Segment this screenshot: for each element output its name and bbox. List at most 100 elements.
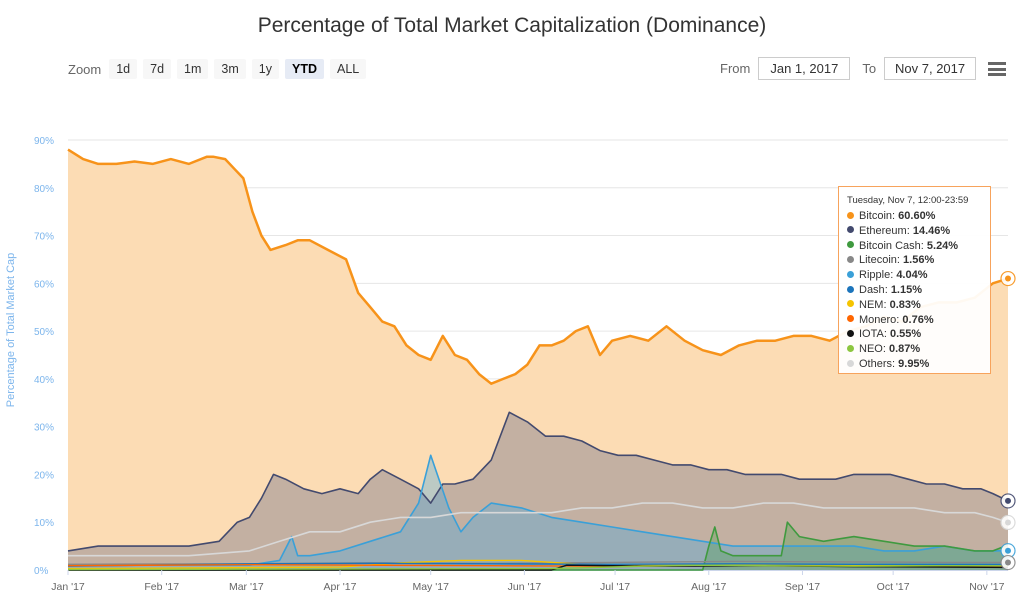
- tooltip-series-name: IOTA: [859, 328, 884, 341]
- legend-dot-icon: [847, 285, 854, 293]
- x-tick-label: Apr '17: [324, 581, 357, 593]
- end-marker-dot: [1005, 559, 1011, 566]
- tooltip-series-value: 14.46%: [912, 224, 951, 237]
- line-ethereum: [67, 411, 1009, 552]
- range-selector: From Jan 1, 2017 To Nov 7, 2017: [720, 57, 977, 80]
- legend-dot-icon: [847, 255, 854, 263]
- x-tick-label: Oct '17: [877, 581, 910, 593]
- legend-dot-icon: [847, 344, 854, 352]
- end-marker-dot: [1005, 275, 1011, 282]
- zoom-1y-button[interactable]: 1y: [251, 59, 279, 79]
- tooltip-series-value: 0.83%: [889, 298, 921, 311]
- tooltip-row: NEO: 0.87%: [847, 343, 982, 358]
- tooltip-series-value: 1.15%: [890, 283, 923, 296]
- area-ripple: [68, 455, 1008, 570]
- tooltip-series-name: Others: [859, 357, 893, 370]
- x-tick-label: Nov '17: [969, 581, 1004, 593]
- tooltip-series-value: 9.95%: [898, 357, 930, 370]
- legend-dot-icon: [847, 270, 854, 278]
- tooltip-row: Bitcoin: 60.60%: [847, 210, 982, 225]
- tooltip-row: Litecoin: 1.56%: [847, 254, 982, 269]
- end-marker-dot: [1005, 547, 1011, 554]
- line-dash: [67, 562, 1009, 567]
- series-areas: [68, 149, 1008, 570]
- tooltip-series-value: 1.56%: [903, 254, 935, 267]
- y-tick-label: 80%: [34, 184, 54, 195]
- y-tick-label: 30%: [34, 423, 54, 434]
- x-tick-label: Sep '17: [785, 581, 820, 593]
- y-tick-label: 10%: [34, 518, 54, 529]
- tooltip-series-value: 60.60%: [898, 210, 936, 222]
- zoom-ytd-button[interactable]: YTD: [285, 59, 324, 79]
- legend-dot-icon: [847, 241, 854, 249]
- tooltip-row: IOTA: 0.55%: [847, 328, 982, 343]
- y-tick-label: 90%: [34, 136, 54, 147]
- x-tick-label: Aug '17: [691, 581, 726, 593]
- from-date-input[interactable]: Jan 1, 2017: [758, 57, 851, 80]
- y-tick-label: 40%: [34, 375, 54, 386]
- area-ethereum: [68, 412, 1008, 570]
- tooltip-series-name: Monero: [859, 313, 897, 326]
- x-tick-label: Jun '17: [508, 581, 542, 593]
- y-tick-labels: 0% 10% 20% 30% 40% 50% 60% 70% 80% 90%: [34, 136, 54, 577]
- tooltip-series-value: 4.04%: [896, 269, 928, 282]
- tooltip-series-name: Bitcoin: [859, 210, 893, 222]
- tooltip-header: Tuesday, Nov 7, 12:00-23:59: [847, 195, 969, 206]
- legend-dot-icon: [847, 315, 854, 323]
- tooltip-series-value: 0.55%: [889, 328, 922, 341]
- zoom-all-button[interactable]: ALL: [330, 59, 367, 79]
- end-marker-dot: [1005, 497, 1011, 504]
- to-date-input[interactable]: Nov 7, 2017: [884, 57, 977, 80]
- tooltip-series-name: Dash: [859, 283, 885, 296]
- tooltip-series-name: Ripple: [859, 269, 891, 282]
- zoom-bar: Zoom 1d 7d 1m 3m 1y YTD ALL: [68, 58, 367, 80]
- y-tick-label: 50%: [34, 327, 54, 338]
- tooltip-series-name: NEO: [859, 343, 883, 356]
- tooltip-row: Ethereum: 14.46%: [847, 225, 982, 240]
- y-tick-label: 20%: [34, 470, 54, 481]
- legend-dot-icon: [847, 211, 854, 219]
- line-neo: [67, 564, 1009, 571]
- x-tick-label: Jul '17: [600, 581, 630, 593]
- tooltip-row: Others: 9.95%: [847, 358, 982, 373]
- zoom-1m-button[interactable]: 1m: [177, 59, 209, 79]
- end-markers: [1000, 270, 1016, 571]
- zoom-1d-button[interactable]: 1d: [109, 59, 138, 79]
- tooltip-series-name: Bitcoin Cash: [859, 239, 921, 252]
- tooltip-series-value: 5.24%: [926, 239, 959, 252]
- y-tick-label: 70%: [34, 232, 54, 243]
- line-others: [68, 502, 1009, 557]
- tooltip-row: Ripple: 4.04%: [847, 269, 982, 284]
- y-axis-label: Percentage of Total Market Cap: [5, 253, 17, 408]
- chart-title: Percentage of Total Market Capitalizatio…: [257, 14, 767, 37]
- tooltip-row: Monero: 0.76%: [847, 314, 982, 329]
- tooltip-row: Bitcoin Cash: 5.24%: [847, 240, 982, 255]
- legend-dot-icon: [847, 226, 854, 234]
- legend-dot-icon: [847, 329, 854, 337]
- x-tick-labels: Jan '17 Feb '17 Mar '17 Apr '17 May '17 Jun '…: [51, 570, 1005, 593]
- x-tick-label: Feb '17: [144, 581, 179, 593]
- area-bitcoin: [68, 149, 1008, 570]
- menu-icon[interactable]: [988, 62, 1006, 76]
- x-tick-label: Jan '17: [51, 581, 85, 593]
- zoom-7d-button[interactable]: 7d: [143, 59, 172, 79]
- zoom-3m-button[interactable]: 3m: [214, 59, 246, 79]
- tooltip-row: Dash: 1.15%: [847, 284, 982, 299]
- line-bitcoin: [67, 148, 1009, 385]
- tooltip: Tuesday, Nov 7, 12:00-23:59 Bitcoin: 60.…: [838, 186, 991, 374]
- zoom-label: Zoom: [68, 61, 102, 77]
- legend-dot-icon: [847, 359, 854, 367]
- x-tick-label: May '17: [412, 581, 449, 593]
- tooltip-row: NEM: 0.83%: [847, 299, 982, 314]
- tooltip-series-value: 0.87%: [888, 343, 921, 356]
- line-bitcoin-cash: [68, 521, 1009, 571]
- y-tick-label: 0%: [34, 566, 49, 577]
- series-lines: [67, 148, 1009, 571]
- line-ripple: [68, 454, 1009, 566]
- from-label: From: [720, 61, 751, 76]
- to-label: To: [862, 61, 877, 76]
- tooltip-series-value: 0.76%: [902, 313, 934, 326]
- x-tick-label: Mar '17: [229, 581, 264, 593]
- end-marker-dot: [1005, 519, 1011, 526]
